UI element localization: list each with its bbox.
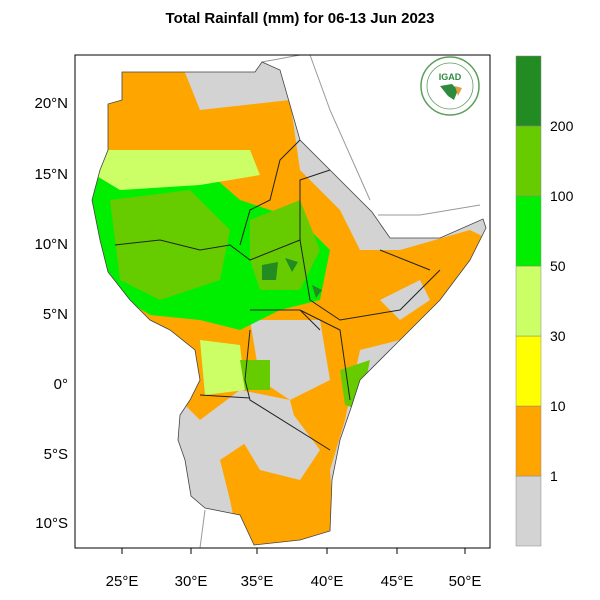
land-rainfall: [92, 62, 486, 545]
x-tick-label: 35°E: [241, 573, 274, 590]
x-tick-label: 50°E: [449, 573, 482, 590]
y-tick-label: 15°N: [34, 166, 68, 183]
x-tick-label: 25°E: [106, 573, 139, 590]
legend-label: 200: [550, 118, 574, 134]
country-borders: [114, 139, 441, 451]
legend-swatch: [515, 125, 542, 197]
legend-swatch: [515, 195, 542, 267]
legend-swatch: [515, 265, 542, 337]
y-tick-label: 10°S: [35, 515, 68, 532]
logo-text: IGAD: [439, 72, 462, 82]
igad-logo: IGAD: [420, 56, 480, 116]
x-axis: 25°E 30°E 35°E 40°E 45°E 50°E: [106, 548, 482, 590]
map-frame: [74, 54, 491, 549]
y-axis: 20°N 15°N 10°N 5°N 0° 5°S 10°S: [34, 95, 68, 532]
map-title: Total Rainfall (mm) for 06-13 Jun 2023: [165, 10, 435, 27]
legend-label: 10: [550, 398, 566, 414]
land-outline: [91, 61, 487, 546]
y-tick-label: 5°S: [44, 446, 68, 463]
legend-swatch: [515, 55, 542, 127]
legend-swatch: [515, 405, 542, 477]
x-tick-label: 45°E: [381, 573, 414, 590]
legend-label: 100: [550, 188, 574, 204]
y-tick-label: 0°: [54, 376, 68, 393]
coastline: [199, 55, 481, 548]
y-tick-label: 20°N: [34, 95, 68, 112]
y-tick-label: 10°N: [34, 236, 68, 253]
legend-label: 30: [550, 328, 566, 344]
legend-label: 50: [550, 258, 566, 274]
y-tick-label: 5°N: [43, 306, 68, 323]
x-tick-label: 30°E: [175, 573, 208, 590]
color-legend: 200 100 50 30 10 1: [515, 55, 574, 547]
legend-swatch: [515, 475, 542, 547]
x-tick-label: 40°E: [311, 573, 344, 590]
legend-label: 1: [550, 468, 558, 484]
legend-swatch: [515, 335, 542, 407]
